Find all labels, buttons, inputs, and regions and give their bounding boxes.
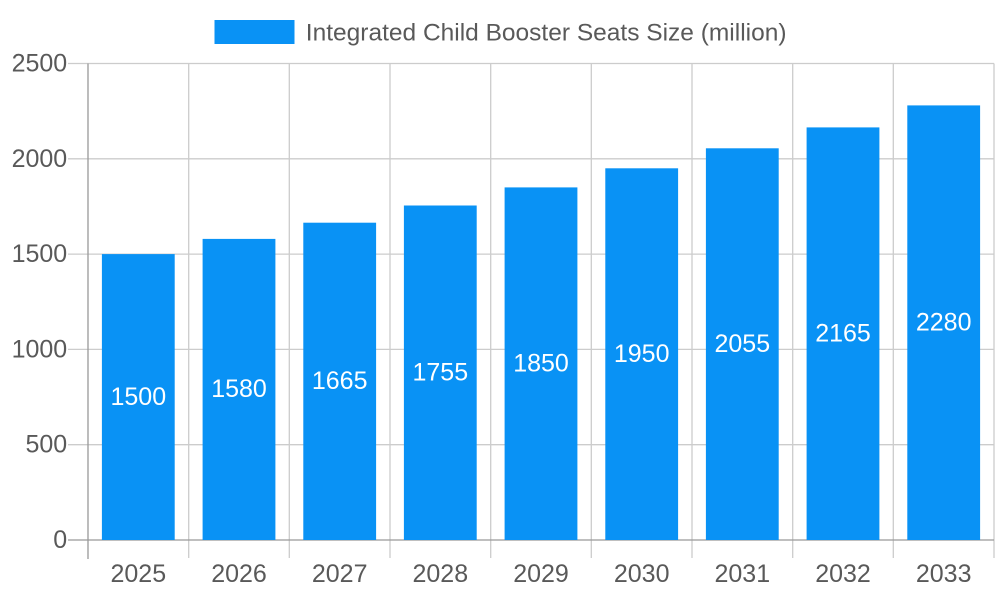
svg-text:2028: 2028 bbox=[412, 560, 468, 588]
svg-text:1950: 1950 bbox=[614, 340, 670, 368]
svg-text:1000: 1000 bbox=[12, 335, 68, 363]
svg-text:2165: 2165 bbox=[815, 320, 871, 348]
svg-text:500: 500 bbox=[25, 431, 67, 459]
svg-text:2025: 2025 bbox=[110, 560, 166, 588]
svg-text:2027: 2027 bbox=[312, 560, 368, 588]
svg-text:2000: 2000 bbox=[12, 145, 68, 173]
svg-text:2500: 2500 bbox=[12, 50, 68, 78]
svg-text:1500: 1500 bbox=[110, 383, 166, 411]
svg-text:2032: 2032 bbox=[815, 560, 871, 588]
svg-text:2055: 2055 bbox=[714, 330, 770, 358]
svg-text:2029: 2029 bbox=[513, 560, 569, 588]
svg-text:2031: 2031 bbox=[714, 560, 770, 588]
svg-text:2280: 2280 bbox=[916, 309, 972, 337]
svg-text:2033: 2033 bbox=[916, 560, 972, 588]
svg-text:Integrated Child Booster Seats: Integrated Child Booster Seats Size (mil… bbox=[306, 20, 787, 47]
svg-text:1755: 1755 bbox=[412, 359, 468, 387]
svg-text:0: 0 bbox=[53, 526, 67, 554]
svg-text:1665: 1665 bbox=[312, 367, 368, 395]
svg-text:1500: 1500 bbox=[12, 240, 68, 268]
svg-text:1850: 1850 bbox=[513, 350, 569, 378]
svg-text:2030: 2030 bbox=[614, 560, 670, 588]
svg-text:2026: 2026 bbox=[211, 560, 267, 588]
svg-text:1580: 1580 bbox=[211, 375, 267, 403]
